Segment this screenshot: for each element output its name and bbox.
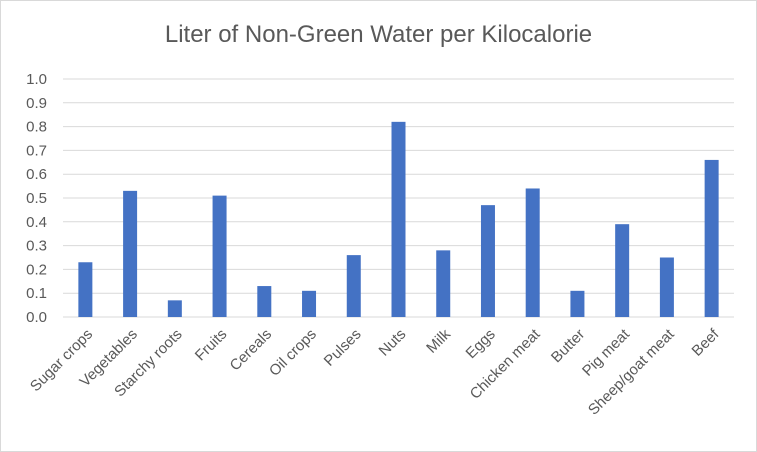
y-tick-label: 0.0 [26, 309, 47, 326]
bar-eggs [480, 205, 495, 317]
chart-title: Liter of Non-Green Water per Kilocalorie [164, 21, 593, 48]
bar-pig-meat [615, 224, 630, 317]
bar-sugar-crops [78, 262, 93, 317]
bar-pulses [346, 255, 361, 317]
y-tick-label: 0.4 [26, 214, 47, 231]
x-tick-label: Pulses [321, 326, 365, 370]
bar-vegetables [123, 190, 138, 317]
x-tick-label: Nuts [375, 326, 409, 360]
x-tick-label: Butter [548, 326, 588, 366]
x-tick-label: Sheep/goat meat [585, 325, 678, 418]
y-axis-ticks: 0.0 0.1 0.2 0.3 0.4 0.5 0.6 0.7 0.8 0.9 1.0 [26, 71, 47, 326]
bar-milk [436, 250, 451, 317]
y-tick-label: 0.3 [26, 238, 47, 255]
x-tick-label: Oil crops [266, 326, 320, 380]
x-tick-label: Eggs [463, 326, 499, 362]
bar-oil-crops [302, 290, 317, 317]
bar-butter [570, 290, 585, 317]
x-tick-label: Milk [423, 325, 454, 356]
bar-starchy-roots [167, 300, 182, 317]
y-tick-label: 0.7 [26, 142, 47, 159]
y-tick-label: 0.5 [26, 190, 47, 207]
bar-beef [704, 159, 719, 317]
bar-fruits [212, 195, 227, 317]
y-tick-label: 0.6 [26, 166, 47, 183]
bar-cereals [257, 286, 272, 317]
y-tick-label: 0.8 [26, 119, 47, 136]
x-tick-label: Beef [689, 325, 723, 359]
x-tick-label: Fruits [192, 326, 231, 365]
y-tick-label: 0.9 [26, 95, 47, 112]
y-tick-label: 0.2 [26, 261, 47, 278]
y-tick-label: 1.0 [26, 71, 47, 88]
bar-nuts [391, 121, 406, 317]
bar-chicken-meat [525, 188, 540, 317]
bar-sheep-goat-meat [659, 257, 674, 317]
bars [78, 121, 719, 317]
y-tick-label: 0.1 [26, 285, 47, 302]
